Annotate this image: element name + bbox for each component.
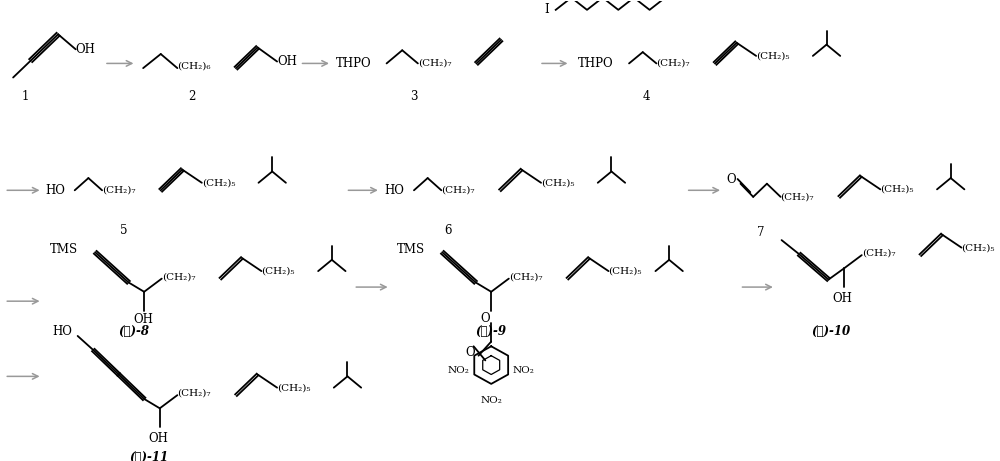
Text: 5: 5 [120, 224, 127, 237]
Text: (CH₂)₇: (CH₂)₇ [441, 186, 475, 195]
Text: 1: 1 [21, 90, 29, 103]
Text: (CH₂)₅: (CH₂)₅ [961, 243, 995, 252]
Text: HO: HO [52, 325, 72, 338]
Text: (CH₂)₇: (CH₂)₇ [177, 389, 211, 398]
Text: (ℜ)-10: (ℜ)-10 [811, 325, 850, 338]
Text: I: I [544, 3, 549, 16]
Text: O: O [466, 346, 475, 360]
Text: (ℜ)-11: (ℜ)-11 [129, 451, 169, 461]
Text: (CH₂)₇: (CH₂)₇ [418, 59, 451, 68]
Text: O: O [480, 312, 490, 325]
Text: (CH₂)₅: (CH₂)₅ [261, 266, 295, 276]
Text: NO₂: NO₂ [480, 396, 502, 405]
Text: OH: OH [133, 313, 153, 326]
Text: 7: 7 [757, 226, 765, 239]
Text: (CH₂)₅: (CH₂)₅ [756, 51, 790, 60]
Text: OH: OH [148, 432, 168, 445]
Text: (CH₂)₇: (CH₂)₇ [162, 272, 195, 281]
Text: (CH₂)₅: (CH₂)₅ [880, 185, 914, 194]
Text: 6: 6 [444, 224, 452, 237]
Text: (CH₂)₇: (CH₂)₇ [656, 59, 690, 68]
Text: TMS: TMS [50, 243, 78, 256]
Text: (ℜ)-9: (ℜ)-9 [476, 325, 507, 338]
Text: (CH₂)₆: (CH₂)₆ [177, 62, 211, 71]
Text: OH: OH [832, 292, 852, 305]
Text: (CH₂)₅: (CH₂)₅ [277, 383, 311, 392]
Text: THPO: THPO [578, 57, 614, 70]
Text: (CH₂)₇: (CH₂)₇ [862, 249, 895, 258]
Text: OH: OH [277, 55, 297, 68]
Text: OH: OH [76, 43, 96, 56]
Text: THPO: THPO [336, 57, 371, 70]
Text: NO₂: NO₂ [513, 366, 535, 375]
Text: (CH₂)₅: (CH₂)₅ [609, 266, 642, 276]
Text: HO: HO [45, 184, 65, 197]
Text: (CH₂)₇: (CH₂)₇ [781, 192, 814, 201]
Text: 4: 4 [643, 90, 650, 103]
Text: 2: 2 [188, 90, 196, 103]
Text: 3: 3 [410, 90, 418, 103]
Text: (CH₂)₅: (CH₂)₅ [541, 178, 575, 187]
Text: O: O [727, 172, 736, 185]
Text: (ℜ)-8: (ℜ)-8 [118, 325, 149, 338]
Text: (CH₂)₇: (CH₂)₇ [102, 186, 136, 195]
Text: NO₂: NO₂ [448, 366, 470, 375]
Text: HO: HO [385, 184, 405, 197]
Text: (CH₂)₇: (CH₂)₇ [509, 272, 542, 281]
Text: TMS: TMS [397, 243, 425, 256]
Text: (CH₂)₅: (CH₂)₅ [202, 178, 235, 187]
